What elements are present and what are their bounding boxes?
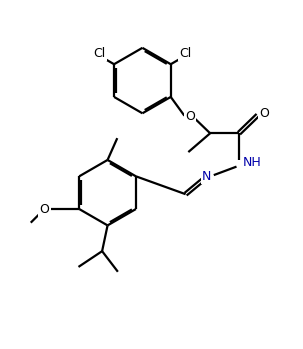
Text: Cl: Cl (94, 47, 106, 60)
Text: N: N (202, 170, 211, 183)
Text: Cl: Cl (179, 47, 192, 60)
Text: O: O (185, 110, 195, 123)
Text: O: O (39, 202, 49, 216)
Text: O: O (259, 107, 269, 120)
Text: NH: NH (242, 156, 261, 169)
